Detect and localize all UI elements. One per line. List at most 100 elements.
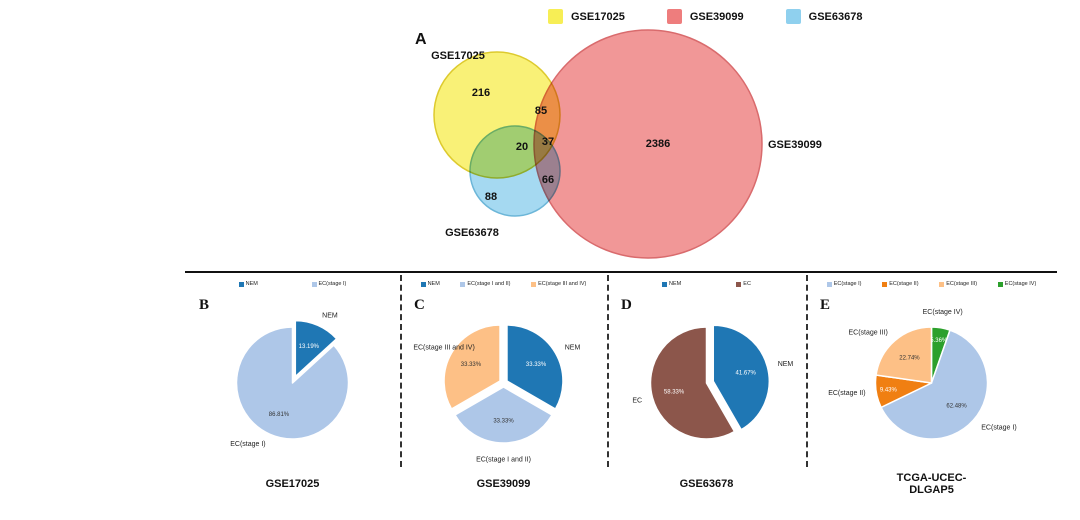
pie-percent-label: 86.81% xyxy=(269,412,290,418)
pie-legend: EC(stage I) EC(stage II) EC(stage III) EC(s… xyxy=(806,281,1057,287)
legend-label: NEM xyxy=(669,281,682,287)
panel-E: EC(stage I) EC(stage II) EC(stage III) EC(s… xyxy=(806,273,1057,505)
panel-title-B: GSE17025 xyxy=(185,478,400,491)
legend-swatch-gse39099 xyxy=(666,9,682,24)
pie-outer-label: EC(stage II) xyxy=(828,390,865,397)
dashed-divider xyxy=(400,275,402,467)
venn-count-gse17025-gse39099: 85 xyxy=(535,105,547,117)
pie-percent-label: 33.33% xyxy=(493,419,514,425)
pie-outer-label: EC(stage IV) xyxy=(923,309,963,316)
pie-outer-label: EC(stage I) xyxy=(230,441,265,448)
pie-slice xyxy=(506,324,564,410)
panel-title-line: GSE17025 xyxy=(265,478,320,491)
pie-slice xyxy=(443,324,501,410)
panel-title-line: TCGA-UCEC- xyxy=(896,471,967,484)
legend-swatch xyxy=(882,281,888,287)
venn-count-gse63678-only: 88 xyxy=(485,191,497,203)
legend-item: NEM xyxy=(238,281,258,287)
panel-title-line: GSE39099 xyxy=(476,478,531,491)
panel-C: NEM EC(stage I and II) EC(stage III and IV… xyxy=(400,273,607,505)
pie-percent-label: 5.36% xyxy=(930,338,948,344)
legend-swatch xyxy=(460,281,466,287)
pie-slice xyxy=(649,326,736,440)
pie-outer-label: EC xyxy=(632,397,642,404)
legend-item: GSE63678 xyxy=(785,9,863,24)
pie-legend: NEM EC xyxy=(607,281,806,287)
pie-percent-label: 22.74% xyxy=(899,356,920,362)
legend-swatch xyxy=(238,281,244,287)
panel-title-line: DLGAP5 xyxy=(909,484,954,497)
venn-diagram-panel: A GSE17025 GSE39099 GSE63678 216 85 2386… xyxy=(370,26,855,276)
panel-title-D: GSE63678 xyxy=(607,478,806,491)
legend-item: GSE17025 xyxy=(548,9,625,24)
panel-letter-D: D xyxy=(621,297,632,313)
venn-circle-2 xyxy=(469,125,561,217)
legend-item: EC(stage II) xyxy=(882,281,919,287)
pie-slice xyxy=(235,326,350,440)
pie-percent-label: 33.33% xyxy=(461,362,482,368)
pie-chart-E: 5.36% EC(stage IV) 62.48% EC(stage I) 9.43% E… xyxy=(806,295,1057,473)
pie-chart-D: 41.67% NEM 58.33% EC xyxy=(607,295,806,473)
pie-slice xyxy=(875,326,933,384)
pie-outer-label: EC(stage I and II) xyxy=(476,457,531,464)
legend-swatch-gse17025 xyxy=(548,9,563,24)
dashed-divider xyxy=(607,275,609,467)
pie-percent-label: 9.43% xyxy=(880,388,898,394)
legend-item: EC(stage IV) xyxy=(997,281,1037,287)
legend-label: GSE63678 xyxy=(808,10,863,23)
legend-label: EC(stage IV) xyxy=(1004,281,1037,287)
legend-swatch xyxy=(826,281,832,287)
legend-label: NEM xyxy=(245,281,258,287)
pie-slice xyxy=(880,329,989,440)
pie-outer-label: NEM xyxy=(565,345,581,352)
panel-letter-E: E xyxy=(820,297,831,313)
legend-label: EC(stage III) xyxy=(946,281,978,287)
panel-title-E: TCGA-UCEC- DLGAP5 xyxy=(806,472,1057,497)
panel-letter-A: A xyxy=(415,31,427,48)
legend-swatch xyxy=(939,281,945,287)
pie-chart-C: 33.33% NEM 33.33% EC(stage I and II) 33.33% E… xyxy=(400,295,607,473)
legend-item: EC(stage I) xyxy=(826,281,862,287)
venn-count-all-three: 37 xyxy=(542,136,554,148)
legend-label: EC(stage II) xyxy=(889,281,919,287)
venn-set-label-gse17025: GSE17025 xyxy=(431,50,485,62)
venn-set-label-gse39099: GSE39099 xyxy=(768,139,822,151)
legend-item: EC(stage I and II) xyxy=(460,281,511,287)
panel-title-line: GSE63678 xyxy=(679,478,734,491)
venn-count-gse17025-only: 216 xyxy=(472,87,490,99)
venn-set-label-gse63678: GSE63678 xyxy=(445,227,499,239)
pie-percent-label: 13.19% xyxy=(299,344,320,350)
venn-count-gse39099-only: 2386 xyxy=(646,138,670,150)
pie-outer-label: NEM xyxy=(778,361,794,368)
venn-count-gse39099-gse63678: 66 xyxy=(542,174,554,186)
legend-label: EC(stage III and IV) xyxy=(538,281,587,287)
pie-outer-label: EC(stage III and IV) xyxy=(413,345,474,352)
pie-slice xyxy=(712,324,770,431)
pie-chart-B: 13.19% NEM 86.81% EC(stage I) xyxy=(185,295,400,473)
legend-label: EC(stage I) xyxy=(318,281,347,287)
legend-label: GSE17025 xyxy=(571,10,625,23)
legend-item: NEM xyxy=(420,281,440,287)
legend-item: EC(stage III) xyxy=(939,281,977,287)
pie-legend: NEM EC(stage I and II) EC(stage III and IV… xyxy=(400,281,607,287)
venn-count-gse17025-gse63678: 20 xyxy=(516,141,528,153)
panel-letter-C: C xyxy=(414,297,425,313)
figure-legend: GSE17025 GSE39099 GSE63678 xyxy=(548,9,862,24)
legend-swatch xyxy=(997,281,1003,287)
pie-legend: NEM EC(stage I) xyxy=(185,281,400,287)
legend-item: EC xyxy=(736,281,751,287)
pie-outer-label: EC(stage III) xyxy=(848,330,887,337)
pie-slice xyxy=(454,386,553,444)
legend-item: EC(stage III and IV) xyxy=(531,281,586,287)
pie-percent-label: 58.33% xyxy=(664,390,685,396)
legend-label: EC(stage I) xyxy=(833,281,862,287)
legend-swatch xyxy=(736,281,742,287)
legend-swatch xyxy=(662,281,668,287)
legend-item: EC(stage I) xyxy=(311,281,347,287)
panel-title-C: GSE39099 xyxy=(400,478,607,491)
dashed-divider xyxy=(806,275,808,467)
pie-outer-label: NEM xyxy=(322,313,338,320)
pie-percent-label: 62.48% xyxy=(946,403,967,409)
panel-D: NEM EC D 41.67% NEM 58.33% EC GSE63678 xyxy=(607,273,806,505)
legend-label: EC(stage I and II) xyxy=(467,281,511,287)
